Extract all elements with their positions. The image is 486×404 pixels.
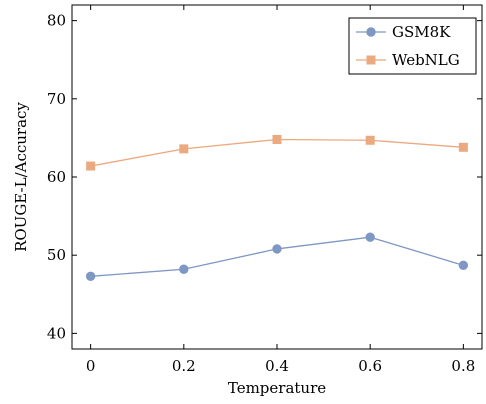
x-tick-label: 0.8 <box>451 357 475 375</box>
y-tick-label: 40 <box>47 324 66 342</box>
y-tick-label: 70 <box>47 90 66 108</box>
data-point-gsm8k <box>458 260 469 271</box>
data-point-webnlg <box>272 134 282 144</box>
data-point-gsm8k <box>365 232 375 242</box>
legend-marker-webnlg <box>366 55 376 65</box>
x-tick-label: 0.6 <box>358 357 382 375</box>
x-tick-label: 0.4 <box>265 357 289 375</box>
legend-marker-gsm8k <box>366 27 376 37</box>
data-point-webnlg <box>458 142 468 152</box>
legend-box <box>348 17 477 75</box>
legend-label-webnlg: WebNLG <box>392 51 460 69</box>
x-tick-label: 0.2 <box>172 357 196 375</box>
series-layer <box>85 134 469 281</box>
y-tick-label: 60 <box>47 168 66 186</box>
data-point-webnlg <box>86 161 96 171</box>
data-point-gsm8k <box>179 264 189 274</box>
y-tick-label: 80 <box>47 12 66 30</box>
legend: GSM8K WebNLG <box>348 17 477 75</box>
x-axis-label: Temperature <box>228 379 326 397</box>
data-point-webnlg <box>179 144 189 154</box>
y-tick-label: 50 <box>47 246 66 264</box>
data-point-gsm8k <box>85 271 96 281</box>
axis-ticks: 0 0.2 0.4 0.6 0.8 40 50 60 70 80 <box>47 5 482 375</box>
y-axis-label: ROUGE-L/Accuracy <box>12 102 30 252</box>
x-tick-label: 0 <box>86 357 96 375</box>
data-point-webnlg <box>365 135 375 145</box>
data-point-gsm8k <box>272 244 282 254</box>
legend-label-gsm8k: GSM8K <box>392 23 451 41</box>
series-line-gsm8k <box>90 236 464 277</box>
